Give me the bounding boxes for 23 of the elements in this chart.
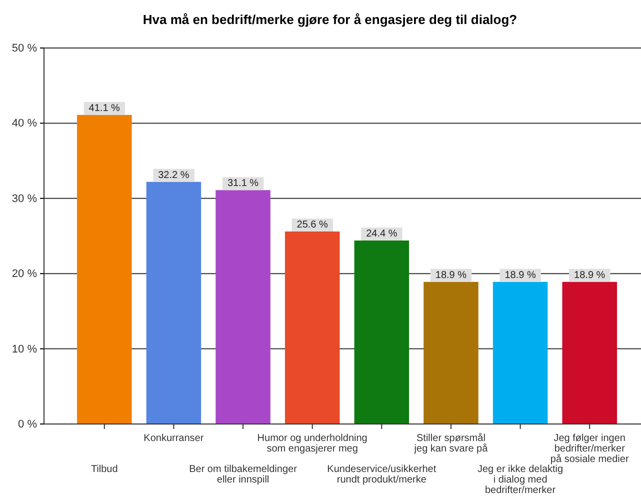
data-label: 18.9 % (574, 270, 606, 281)
chart-title: Hva må en bedrift/merke gjøre for å engasjere deg til dialog? (142, 12, 518, 27)
y-tick-label: 40 % (12, 118, 38, 130)
data-label: 18.9 % (435, 270, 467, 281)
y-tick-label: 50 % (12, 42, 38, 55)
x-tick-label: Ber om tilbakemeldinger eller innspill (189, 464, 298, 486)
x-tick-label: Humor og underholdning som engasjerer meg (257, 433, 368, 454)
x-tick-label: Stiller spørsmål jeg kan svare på (413, 432, 488, 454)
y-tick-label: 0 % (18, 418, 38, 431)
x-tick-label: Kundeservice/usikkerhet rundt produkt/merke (327, 464, 436, 486)
data-label: 32.2 % (158, 170, 190, 181)
y-tick-label: 10 % (12, 343, 38, 356)
x-tick-label: Jeg følger ingen bedrifter/merker på sosiale medier (550, 433, 630, 465)
y-tick-label: 30 % (12, 192, 38, 205)
x-tick-label: Tilbud (90, 464, 118, 475)
y-tick-label: 20 % (12, 268, 38, 280)
data-label: 25.6 % (296, 219, 328, 230)
x-tick-label: Jeg er ikke delaktig i dialog med bedrifter/merker (477, 464, 564, 496)
data-label: 41.1 % (88, 102, 120, 114)
data-label: 31.1 % (227, 178, 259, 190)
data-label: 18.9 % (504, 270, 536, 281)
x-tick-label: Konkurranser (144, 433, 204, 444)
data-label: 24.4 % (366, 228, 398, 240)
